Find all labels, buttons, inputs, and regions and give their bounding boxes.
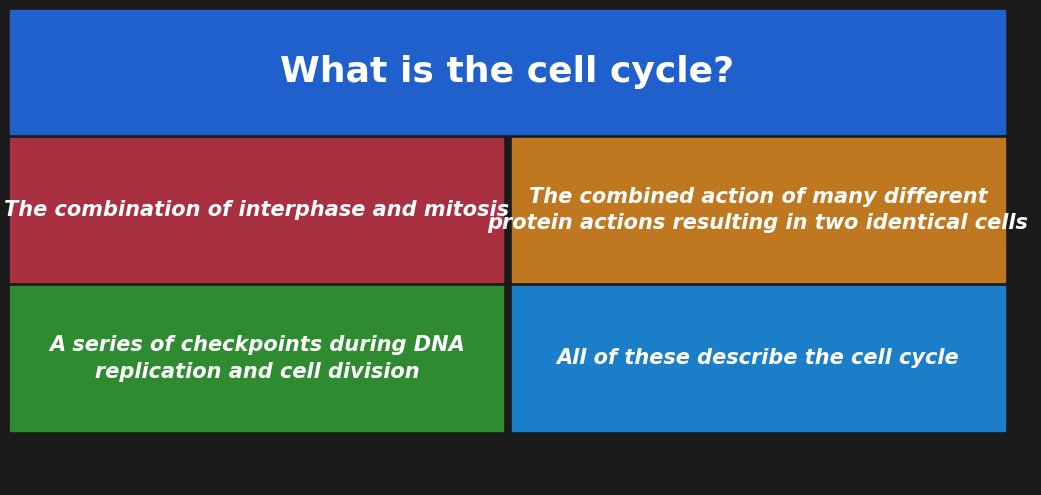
Bar bbox=[10, 10, 1005, 134]
Text: What is the cell cycle?: What is the cell cycle? bbox=[280, 55, 735, 89]
Text: The combination of interphase and mitosis: The combination of interphase and mitosi… bbox=[4, 200, 509, 220]
Bar bbox=[512, 138, 1005, 282]
Text: The combined action of many different
protein actions resulting in two identical: The combined action of many different pr… bbox=[487, 187, 1029, 233]
Bar bbox=[10, 138, 504, 282]
Bar bbox=[10, 286, 504, 431]
Bar bbox=[512, 286, 1005, 431]
Text: All of these describe the cell cycle: All of these describe the cell cycle bbox=[557, 348, 960, 368]
Text: A series of checkpoints during DNA
replication and cell division: A series of checkpoints during DNA repli… bbox=[49, 335, 464, 382]
